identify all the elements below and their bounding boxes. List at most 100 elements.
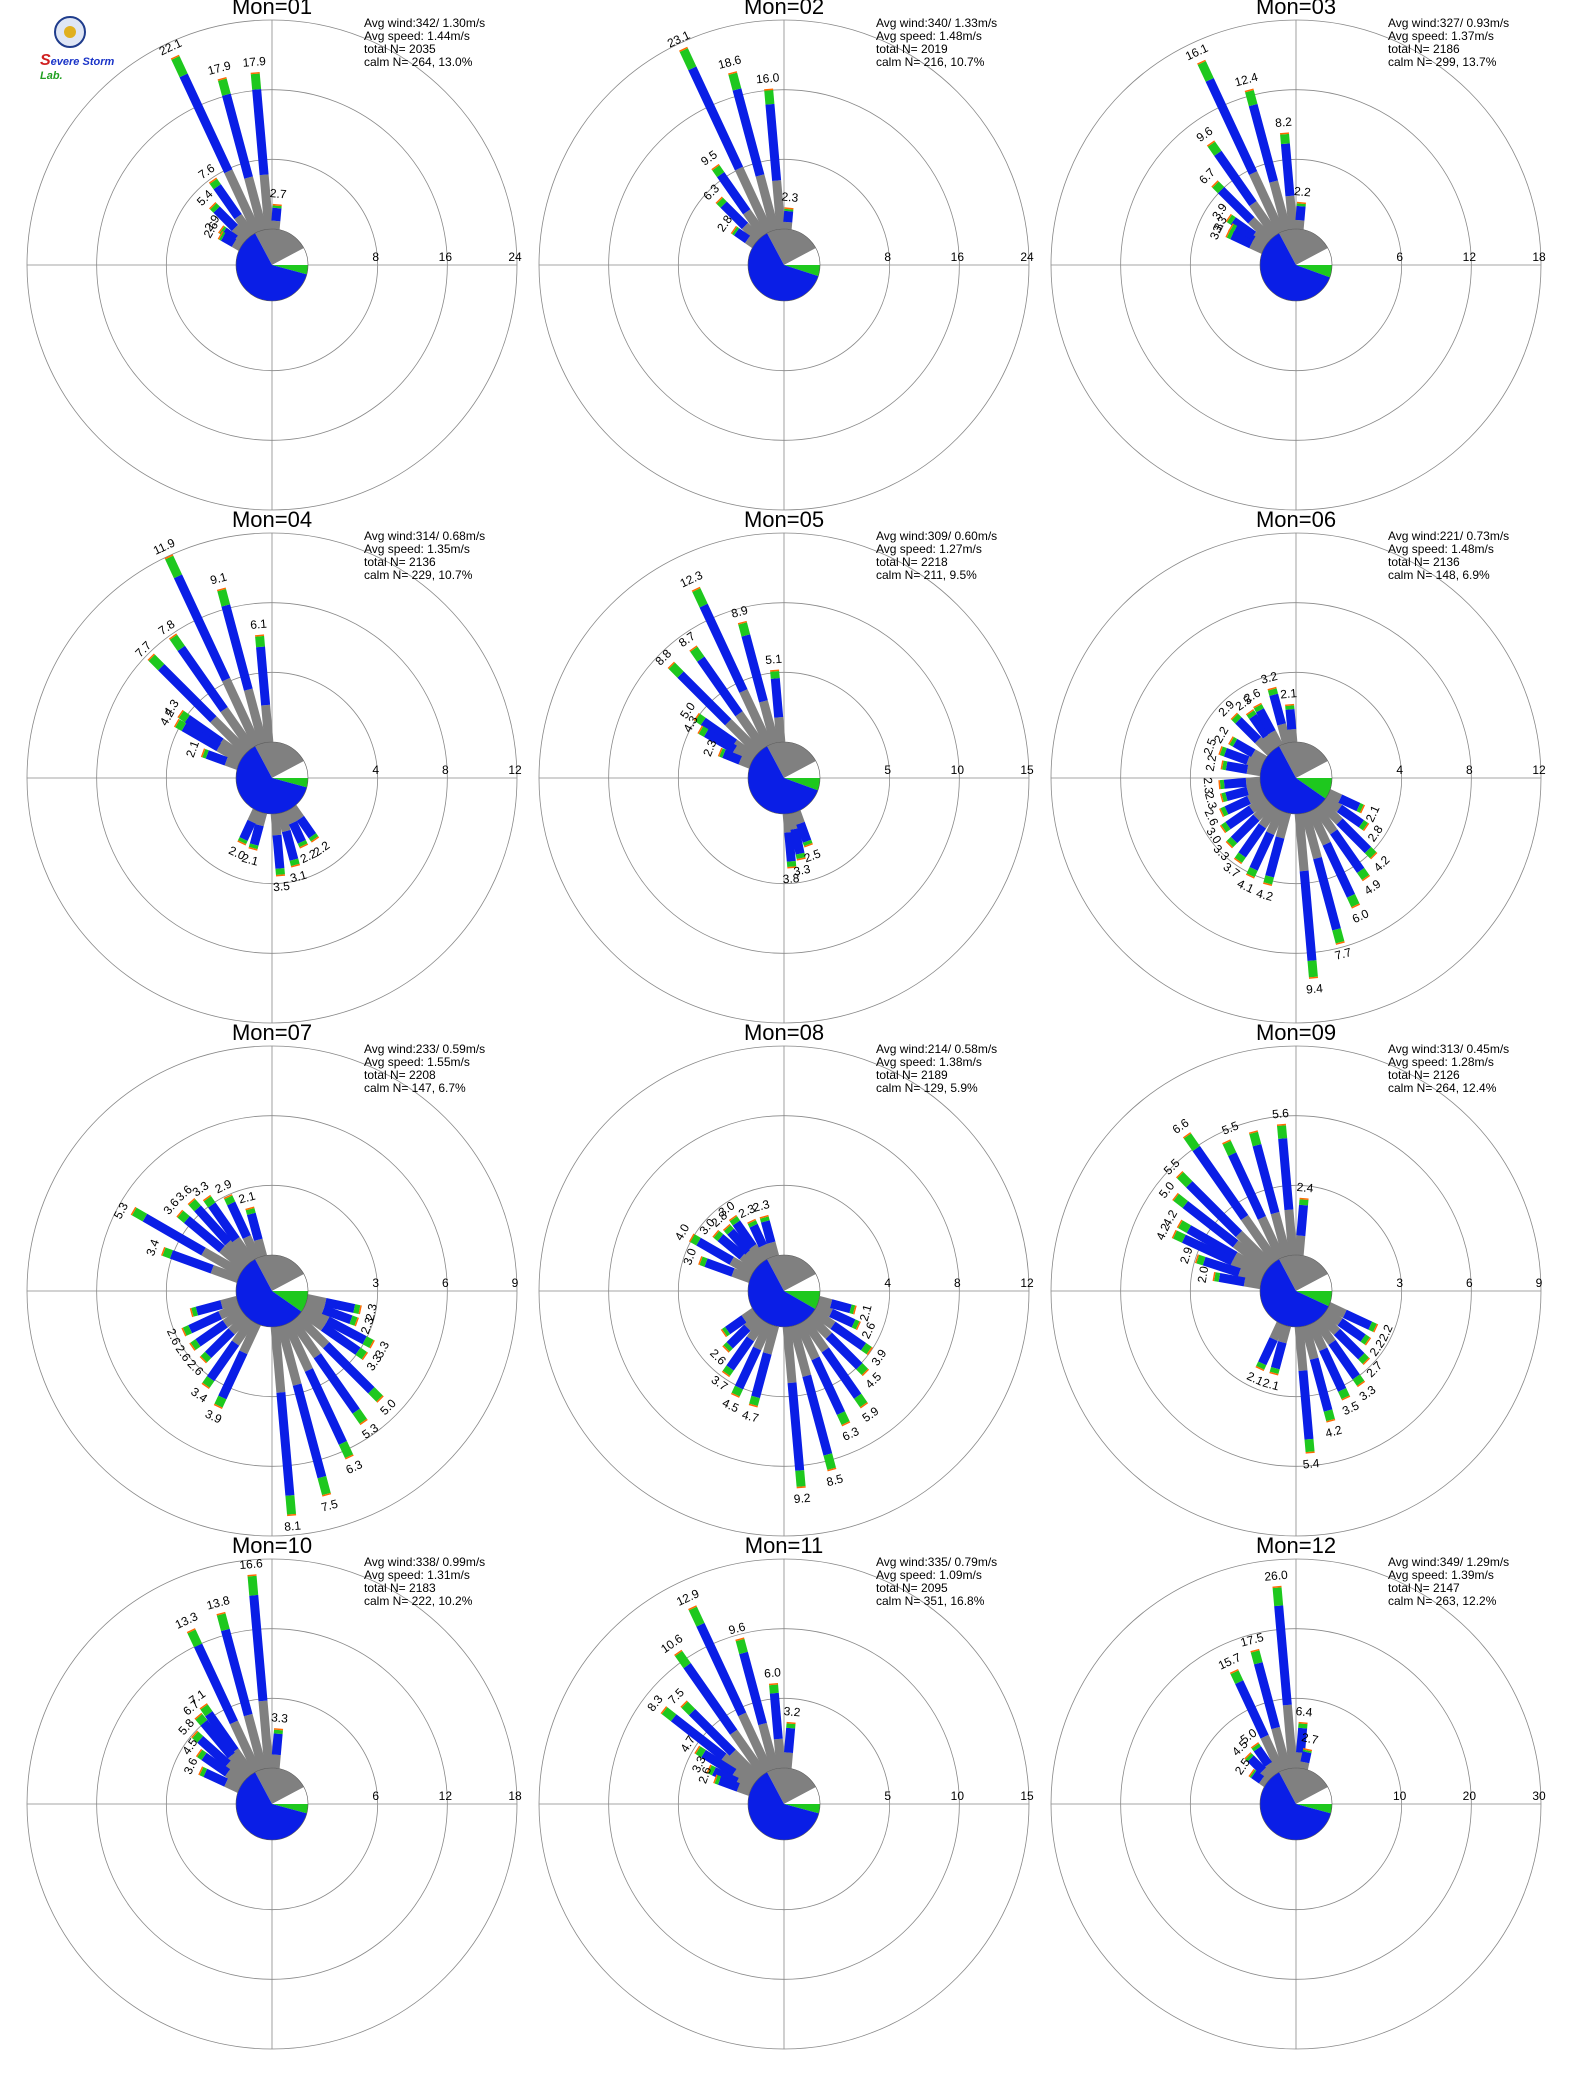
stats-line: calm N= 299, 13.7% — [1388, 55, 1497, 69]
wind-bar-cap — [730, 1392, 740, 1398]
calm-circle — [747, 1254, 821, 1328]
wind-bar — [1276, 1123, 1298, 1256]
wind-bar — [245, 1206, 268, 1258]
chart-title: Mon=08 — [744, 1020, 824, 1045]
calm-sector — [1279, 228, 1328, 265]
wind-bar-segment — [1178, 1220, 1192, 1234]
ring-tick-label: 6 — [372, 1789, 379, 1803]
wind-bar-segment — [1250, 1650, 1263, 1665]
wind-bar-segment — [276, 1392, 295, 1496]
wind-bar-segment — [216, 743, 244, 764]
bar-value-label: 5.6 — [1272, 1106, 1290, 1121]
wind-bar-segment — [169, 634, 185, 651]
wind-bar-segment — [724, 1315, 747, 1335]
stats-line: Avg speed: 1.55m/s — [364, 1055, 470, 1069]
wind-bar — [782, 1326, 806, 1489]
wind-bar-segment — [261, 704, 274, 743]
wind-bar-segment — [729, 1749, 762, 1782]
wind-bar — [1248, 1130, 1292, 1258]
wind-bar-cap — [768, 1682, 779, 1686]
wind-bar-segment — [1274, 1605, 1292, 1706]
ring-tick-label: 4 — [1396, 763, 1403, 777]
wind-bar-segment — [694, 713, 706, 726]
wind-bar-cap — [859, 1402, 869, 1409]
wind-bar-segment — [1302, 1749, 1312, 1754]
bar-value-label: 4.5 — [720, 1396, 741, 1416]
wind-bar-segment — [758, 1243, 773, 1261]
wind-bar — [715, 196, 762, 243]
bar-value-label: 3.3 — [190, 1178, 212, 1199]
bar-value-label: 4.2 — [1153, 1221, 1173, 1242]
wind-bar-segment — [739, 1252, 760, 1272]
wind-bar-segment — [1300, 1324, 1319, 1360]
bar-value-label: 4.9 — [1362, 877, 1384, 898]
wind-bar-segment — [1265, 836, 1285, 878]
wind-bar-cap — [223, 1194, 233, 1200]
wind-bar-cap — [787, 866, 797, 869]
wind-bar-segment — [1357, 867, 1370, 880]
wind-bar-cap — [1298, 1721, 1308, 1725]
bar-value-label: 2.1 — [237, 1189, 257, 1207]
calm-sector — [1279, 1254, 1328, 1291]
calm-circle — [1259, 741, 1333, 815]
wind-bar — [817, 1295, 857, 1315]
stats-line: total N= 2147 — [1388, 1581, 1460, 1595]
wind-bar-segment — [1253, 704, 1264, 713]
wind-bar-segment — [1234, 852, 1246, 863]
bar-value-label: 2.1 — [1261, 1376, 1281, 1394]
wind-bar-segment — [325, 1316, 367, 1345]
wind-bar-segment — [224, 1760, 249, 1784]
stats-line: Avg wind:338/ 0.99m/s — [364, 1555, 485, 1569]
wind-bar-cap — [147, 653, 155, 661]
bar-value-label: 3.3 — [792, 862, 811, 879]
wind-bar-cap — [237, 840, 247, 846]
wind-bar-segment — [701, 1749, 737, 1777]
calm-outline — [747, 1767, 821, 1841]
wind-bar — [1197, 59, 1285, 235]
bar-value-label: 9.6 — [1194, 124, 1216, 145]
wind-bar-segment — [726, 1336, 755, 1371]
wind-bar-cap — [198, 1766, 204, 1776]
wind-bar-segment — [1267, 730, 1284, 749]
wind-bar — [1233, 804, 1280, 865]
wind-bar-segment — [1228, 1152, 1266, 1220]
wind-bar-segment — [1235, 1680, 1269, 1739]
wind-bar-cap — [1218, 780, 1221, 790]
bar-value-label: 3.0 — [680, 1246, 699, 1267]
bar-value-label: 5.3 — [111, 1200, 131, 1222]
wind-bar-segment — [1307, 1321, 1328, 1352]
bar-value-label: 5.4 — [1302, 1456, 1320, 1471]
wind-bar-segment — [1250, 749, 1268, 764]
wind-bar-cap — [1305, 1451, 1315, 1454]
wind-bar-segment — [755, 174, 780, 232]
ring-tick-label: 24 — [1020, 250, 1034, 264]
ring-tick-label: 4 — [884, 1276, 891, 1290]
wind-bar-cap — [272, 203, 282, 207]
wind-bar-segment — [692, 588, 708, 608]
bar-value-label: 15.7 — [1216, 1650, 1243, 1673]
stats-line: calm N= 216, 10.7% — [876, 55, 985, 69]
wind-bar-cap — [199, 1703, 208, 1710]
wind-bar — [712, 1229, 760, 1272]
calm-sector — [1296, 1787, 1332, 1804]
wind-bar-segment — [200, 1719, 235, 1759]
wind-bar-segment — [222, 677, 261, 748]
wind-bar — [1228, 736, 1268, 764]
wind-bar — [173, 718, 244, 764]
wind-bar — [1250, 1742, 1280, 1778]
wind-bar-cap — [747, 1218, 756, 1224]
stats-line: Avg speed: 1.28m/s — [1388, 1055, 1494, 1069]
wind-bar-cap — [866, 1346, 873, 1356]
wind-bar — [720, 1307, 758, 1338]
wind-bar-segment — [1264, 1761, 1280, 1778]
wind-bar — [713, 1774, 752, 1796]
wind-bar-segment — [764, 89, 775, 105]
chart-title: Mon=10 — [232, 1533, 312, 1558]
wind-bar-segment — [349, 1315, 358, 1326]
wind-bar-segment — [205, 750, 228, 766]
wind-bar-segment — [281, 829, 299, 861]
